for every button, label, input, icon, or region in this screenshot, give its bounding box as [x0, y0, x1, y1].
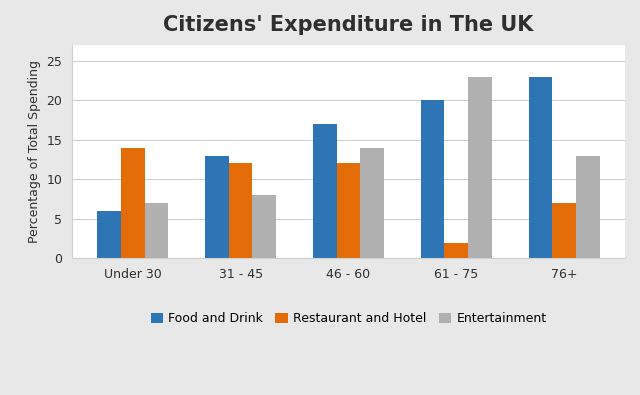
Bar — [360, 148, 384, 258]
Bar — [445, 243, 468, 258]
Bar — [529, 77, 552, 258]
Legend: Food and Drink, Restaurant and Hotel, Entertainment: Food and Drink, Restaurant and Hotel, En… — [145, 307, 552, 330]
Title: Citizens' Expenditure in The UK: Citizens' Expenditure in The UK — [163, 15, 534, 35]
Bar — [576, 156, 600, 258]
Bar — [468, 77, 492, 258]
Y-axis label: Percentage of Total Spending: Percentage of Total Spending — [28, 60, 41, 243]
Bar — [313, 124, 337, 258]
Bar — [145, 203, 168, 258]
Bar — [337, 164, 360, 258]
Bar — [252, 195, 276, 258]
Bar — [97, 211, 121, 258]
Bar — [420, 100, 445, 258]
Bar — [121, 148, 145, 258]
Bar — [205, 156, 228, 258]
Bar — [552, 203, 576, 258]
Bar — [228, 164, 252, 258]
